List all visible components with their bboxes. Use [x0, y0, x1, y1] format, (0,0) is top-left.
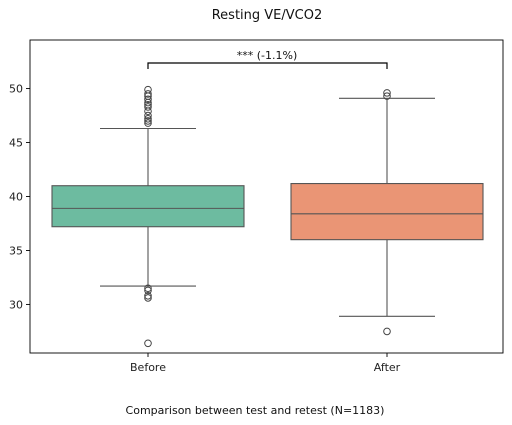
box-before [51, 85, 245, 348]
y-tick-label: 30 [9, 298, 23, 311]
outlier-point [144, 284, 152, 293]
outlier-point [144, 90, 152, 98]
outlier-point [383, 92, 391, 100]
outlier-point [383, 89, 391, 97]
outlier-point [144, 117, 152, 125]
outlier-point [144, 119, 152, 127]
outlier-point [144, 114, 152, 123]
significance-bracket [147, 62, 388, 69]
outlier-point [144, 103, 152, 111]
x-tick-label: After [374, 361, 401, 374]
boxes [51, 85, 484, 348]
iqr-box [51, 185, 245, 228]
outlier-point [144, 339, 152, 348]
outlier-point [144, 111, 152, 120]
significance-annotation: *** (-1.1%) [147, 49, 388, 69]
outlier-point [144, 100, 152, 109]
y-tick-label: 40 [9, 191, 23, 204]
outlier-point [144, 85, 152, 94]
iqr-box [290, 182, 484, 241]
chart-caption: Comparison between test and retest (N=11… [126, 404, 385, 417]
y-tick-label: 35 [9, 244, 23, 257]
outlier-point [144, 286, 152, 295]
chart-title: Resting VE/VCO2 [212, 8, 323, 23]
outlier-point [144, 291, 152, 300]
y-axis: 30 35 40 45 50 [9, 83, 30, 311]
outlier-point [383, 327, 391, 336]
y-tick-label: 50 [9, 83, 23, 96]
x-tick-label: Before [130, 361, 166, 374]
outlier-point [144, 294, 152, 302]
x-axis: Before After [130, 353, 401, 374]
outlier-point [144, 95, 152, 104]
significance-label: *** (-1.1%) [237, 49, 298, 62]
box-after [290, 89, 484, 336]
y-tick-label: 45 [9, 137, 23, 150]
